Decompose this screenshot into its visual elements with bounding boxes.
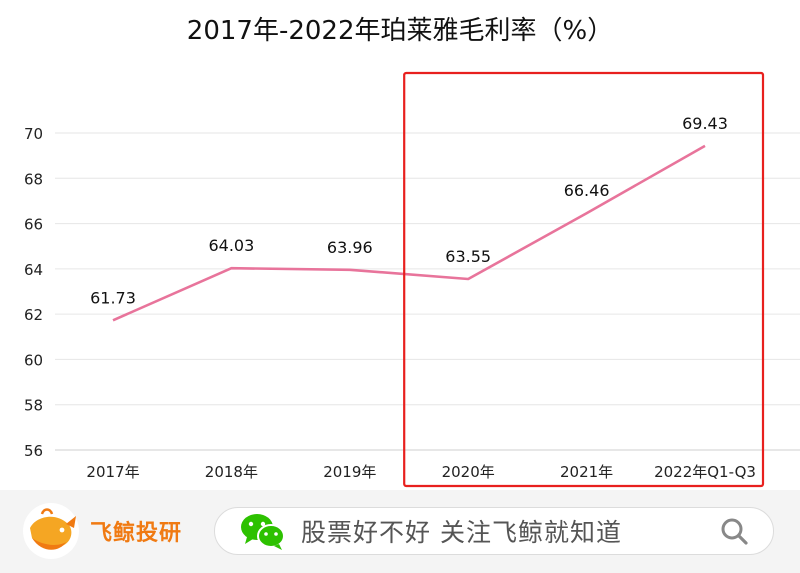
y-tick-label: 70 [24,125,43,143]
x-tick-label: 2019年 [323,463,376,481]
x-tick-label: 2017年 [86,463,139,481]
highlight-box [403,71,765,488]
y-tick-label: 66 [24,216,43,234]
y-tick-label: 68 [24,170,43,188]
x-tick-label: 2018年 [205,463,258,481]
y-axis-ticks: 56 58 60 62 64 66 68 70 [24,125,43,460]
y-tick-label: 64 [24,261,43,279]
brand[interactable]: 飞鲸投研 [22,500,182,562]
data-labels: 61.73 64.03 63.96 63.55 66.46 69.43 [90,114,728,307]
y-tick-label: 62 [24,306,43,324]
data-label: 61.73 [90,288,136,307]
chart-title: 2017年-2022年珀莱雅毛利率（%） [186,16,614,46]
search-bar[interactable]: 股票好不好 关注飞鲸就知道 [214,507,774,555]
whale-logo-icon [23,503,79,559]
wechat-icon [241,514,285,550]
y-tick-label: 56 [24,442,43,460]
data-label: 64.03 [208,236,254,255]
brand-name: 飞鲸投研 [90,521,183,546]
data-label: 63.96 [327,238,373,257]
y-tick-label: 60 [24,351,43,369]
footer-banner: 飞鲸投研 股票好不好 关注飞鲸就知道 [0,490,800,573]
search-icon[interactable] [719,516,749,546]
grid-lines [55,132,800,406]
x-tick-label: 2022年Q1-Q3 [654,463,756,481]
y-tick-label: 58 [24,397,43,415]
data-label: 69.43 [682,114,728,133]
x-tick-label: 2021年 [560,463,613,481]
x-axis-ticks: 2017年 2018年 2019年 2020年 2021年 2022年Q1-Q3 [86,463,756,481]
slogan-text: 股票好不好 关注飞鲸就知道 [301,518,622,547]
data-label: 63.55 [445,247,491,266]
series-line [112,144,706,322]
line-chart: 56 58 60 62 64 66 68 70 2017年 2018年 2019年 2020年 202… [24,71,800,488]
x-tick-label: 2020年 [442,463,495,481]
data-label: 66.46 [564,181,610,200]
